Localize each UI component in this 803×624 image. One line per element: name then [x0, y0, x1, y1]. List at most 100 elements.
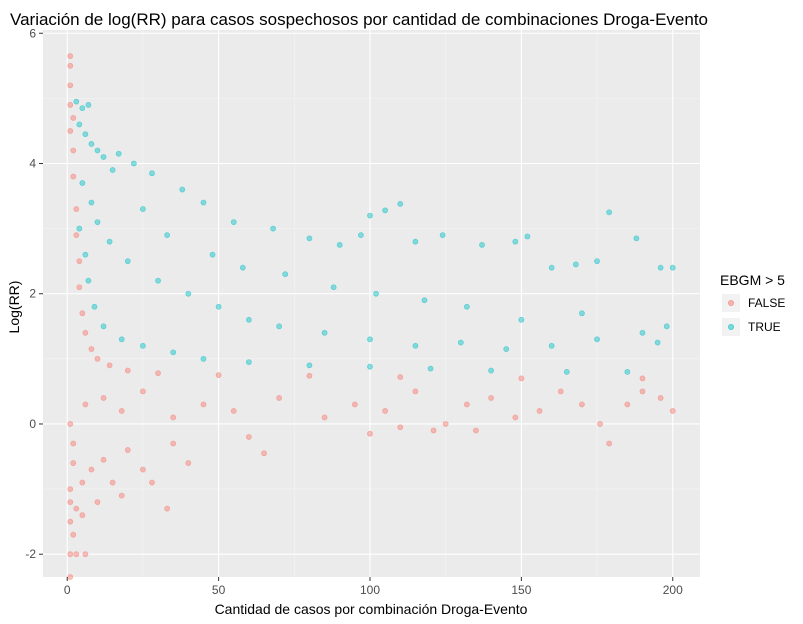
point-false [306, 372, 313, 379]
point-true [270, 225, 277, 232]
point-false [463, 401, 470, 408]
point-true [230, 219, 237, 226]
chart-title: Variación de log(RR) para casos sospecho… [10, 10, 708, 29]
point-true [412, 342, 419, 349]
point-true [373, 290, 379, 297]
point-false [518, 375, 525, 382]
point-true [336, 241, 343, 248]
point-true [82, 131, 89, 138]
point-true [594, 336, 600, 343]
y-tick-label: 0 [29, 417, 36, 431]
point-false [79, 479, 86, 486]
point-false [170, 414, 177, 421]
point-true [109, 167, 116, 173]
point-true [179, 186, 186, 193]
point-false [76, 258, 83, 265]
point-false [557, 388, 564, 395]
point-false [149, 479, 155, 486]
point-true [94, 147, 101, 154]
point-true [100, 323, 107, 330]
point-true [245, 316, 252, 323]
point-false [397, 424, 404, 431]
point-true [382, 207, 389, 214]
point-false [321, 414, 328, 421]
grid-major [43, 30, 700, 577]
point-false [276, 395, 283, 401]
point-true [100, 154, 107, 160]
point-true [624, 368, 631, 375]
point-true [412, 238, 419, 245]
point-true [639, 329, 646, 336]
point-false [67, 62, 74, 69]
point-false [106, 362, 113, 369]
point-true [85, 277, 92, 284]
y-tick-label: -2 [25, 547, 36, 561]
point-false [488, 395, 494, 401]
point-true [118, 336, 125, 343]
point-false [67, 82, 74, 89]
point-true [439, 232, 446, 239]
point-false [140, 388, 146, 395]
point-false [70, 440, 77, 447]
point-false [73, 206, 80, 212]
point-false [82, 401, 89, 408]
point-true [594, 258, 600, 265]
point-true [82, 251, 89, 258]
point-false [185, 460, 192, 466]
point-false [639, 388, 646, 395]
point-true [245, 359, 252, 366]
point-false [657, 395, 664, 401]
point-false [73, 551, 80, 558]
point-true [512, 238, 519, 245]
legend: EBGM > 5 FALSE TRUE [720, 272, 785, 336]
point-false [79, 310, 86, 317]
point-false [67, 574, 74, 580]
legend-key-false [727, 299, 735, 307]
y-tick-label: 4 [29, 156, 36, 170]
point-false [597, 421, 603, 427]
point-false [79, 512, 86, 519]
point-false [512, 414, 519, 421]
point-false [639, 375, 646, 382]
point-false [67, 518, 74, 525]
point-true [463, 303, 470, 310]
point-true [503, 346, 510, 352]
point-false [70, 531, 77, 538]
point-false [261, 450, 267, 457]
point-true [164, 232, 171, 239]
point-true [85, 101, 92, 108]
point-true [200, 355, 207, 362]
point-false [442, 421, 449, 427]
point-true [130, 160, 137, 167]
point-false [94, 499, 101, 506]
point-true [209, 251, 216, 258]
point-true [282, 271, 289, 278]
point-true [330, 284, 337, 291]
point-true [306, 362, 313, 369]
point-false [669, 408, 676, 414]
legend-label-false: FALSE [748, 296, 785, 310]
point-true [488, 367, 494, 374]
point-false [430, 427, 437, 434]
y-tick-label: 2 [29, 287, 36, 301]
point-true [76, 225, 83, 232]
point-false [118, 492, 125, 499]
point-false [82, 551, 89, 558]
point-false [155, 370, 161, 377]
point-true [200, 199, 207, 206]
point-false [230, 408, 237, 414]
point-true [421, 297, 428, 304]
x-axis-ticks: 0 50 100 150 200 [64, 577, 683, 597]
point-true [479, 241, 485, 248]
point-true [215, 303, 222, 310]
point-false [170, 440, 177, 447]
point-false [109, 479, 116, 486]
point-true [669, 264, 676, 271]
point-false [140, 466, 146, 473]
point-true [155, 277, 161, 284]
x-tick-label: 50 [212, 583, 226, 597]
point-true [427, 365, 434, 372]
point-false [76, 284, 83, 291]
point-true [397, 200, 404, 207]
x-tick-label: 150 [511, 583, 531, 597]
